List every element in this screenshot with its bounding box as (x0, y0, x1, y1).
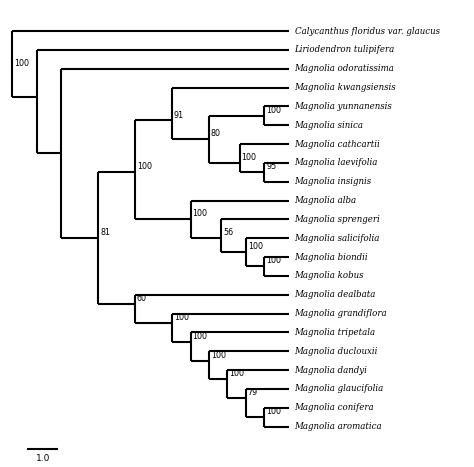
Text: Magnolia kobus: Magnolia kobus (294, 271, 364, 280)
Text: 100: 100 (266, 106, 281, 115)
Text: Magnolia salicifolia: Magnolia salicifolia (294, 234, 380, 243)
Text: 100: 100 (137, 163, 152, 171)
Text: 100: 100 (266, 256, 281, 265)
Text: 95: 95 (266, 163, 276, 171)
Text: 100: 100 (229, 369, 244, 378)
Text: Magnolia dealbata: Magnolia dealbata (294, 290, 376, 299)
Text: 100: 100 (266, 407, 281, 416)
Text: 79: 79 (248, 389, 258, 397)
Text: Magnolia dandyi: Magnolia dandyi (294, 366, 367, 375)
Text: Magnolia grandiflora: Magnolia grandiflora (294, 309, 387, 318)
Text: 100: 100 (192, 209, 207, 219)
Text: 100: 100 (14, 59, 29, 68)
Text: Magnolia alba: Magnolia alba (294, 196, 356, 205)
Text: Magnolia insignis: Magnolia insignis (294, 177, 372, 186)
Text: 1.0: 1.0 (36, 454, 50, 463)
Text: Magnolia aromatica: Magnolia aromatica (294, 422, 382, 431)
Text: Magnolia tripetala: Magnolia tripetala (294, 328, 376, 337)
Text: Magnolia sinica: Magnolia sinica (294, 120, 364, 130)
Text: Magnolia biondii: Magnolia biondii (294, 253, 368, 262)
Text: 56: 56 (223, 228, 233, 237)
Text: Magnolia sprengeri: Magnolia sprengeri (294, 215, 380, 224)
Text: 100: 100 (242, 153, 256, 162)
Text: Magnolia laevifolia: Magnolia laevifolia (294, 158, 378, 167)
Text: 60: 60 (137, 294, 147, 303)
Text: Magnolia conifera: Magnolia conifera (294, 403, 374, 412)
Text: Magnolia cathcartii: Magnolia cathcartii (294, 140, 380, 149)
Text: Liriodendron tulipifera: Liriodendron tulipifera (294, 45, 395, 54)
Text: Magnolia kwangsiensis: Magnolia kwangsiensis (294, 83, 396, 92)
Text: 91: 91 (174, 111, 184, 120)
Text: Magnolia duclouxii: Magnolia duclouxii (294, 347, 378, 356)
Text: 100: 100 (248, 242, 263, 251)
Text: Magnolia yunnanensis: Magnolia yunnanensis (294, 102, 392, 111)
Text: 100: 100 (211, 351, 226, 360)
Text: 81: 81 (100, 228, 110, 237)
Text: 100: 100 (174, 313, 189, 322)
Text: Magnolia glaucifolia: Magnolia glaucifolia (294, 384, 384, 393)
Text: 100: 100 (192, 332, 207, 341)
Text: Calycanthus floridus var. glaucus: Calycanthus floridus var. glaucus (294, 27, 439, 35)
Text: Magnolia odoratissima: Magnolia odoratissima (294, 64, 394, 73)
Text: 80: 80 (211, 129, 221, 138)
